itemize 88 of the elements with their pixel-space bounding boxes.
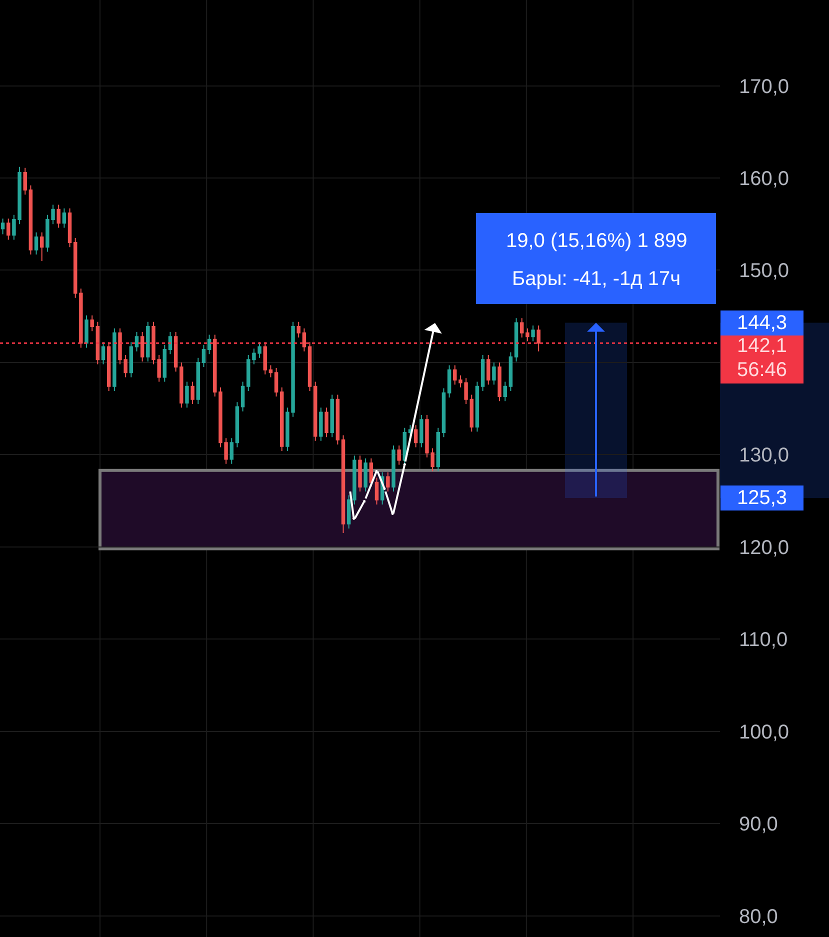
candlestick <box>96 321 100 365</box>
candlestick <box>168 332 172 355</box>
candlestick <box>23 167 27 196</box>
candlestick <box>374 477 379 505</box>
candlestick <box>492 362 496 386</box>
candlestick <box>526 328 530 342</box>
candlestick <box>296 321 300 338</box>
candlestick <box>503 381 507 402</box>
candlestick <box>140 332 144 362</box>
candlestick <box>263 342 267 375</box>
candlestick <box>442 388 446 438</box>
candlestick <box>364 458 368 492</box>
candlestick <box>341 434 346 534</box>
candlestick <box>202 344 206 368</box>
candlestick <box>34 232 38 256</box>
candlestick <box>235 402 240 448</box>
candlestick <box>106 342 111 392</box>
candlestick <box>62 208 66 228</box>
candlestick <box>470 394 474 432</box>
candlestick <box>146 321 150 362</box>
candlestick <box>268 364 273 378</box>
candlestick <box>475 381 480 432</box>
y-tick-label: 150,0 <box>739 260 790 282</box>
ref-line-label: 142,1 <box>736 335 788 357</box>
candlestick <box>308 342 312 392</box>
candlestick <box>414 424 418 448</box>
candlestick <box>40 232 44 262</box>
text: 56:46 <box>736 359 788 381</box>
y-tick-label: 120,0 <box>739 536 790 559</box>
candlestick <box>230 438 234 464</box>
candlestick <box>514 318 518 362</box>
candlestick <box>174 332 178 372</box>
candlestick <box>28 184 33 256</box>
candlestick <box>190 381 194 404</box>
candlestick <box>536 325 540 352</box>
candlestick <box>134 332 139 352</box>
candlestick <box>324 407 328 438</box>
candlestick <box>246 354 250 392</box>
candlestick <box>330 394 334 438</box>
candlestick <box>508 352 513 392</box>
candlestick <box>101 342 106 365</box>
candlestick <box>56 204 60 228</box>
y-tick-label: 100,0 <box>739 721 790 744</box>
candlestick <box>420 414 424 448</box>
candlestick <box>386 472 390 492</box>
candlestick <box>240 381 245 412</box>
candlestick <box>302 328 306 352</box>
text: 125,3 <box>736 487 788 509</box>
annotation: 19,0 (15,16%) 1 899 <box>506 230 688 252</box>
candlestick <box>129 342 134 378</box>
annotation: Бары: -41, -1д 17ч <box>512 268 681 290</box>
candlestick <box>274 367 278 398</box>
candlestick <box>498 362 502 402</box>
candlestick <box>520 318 524 338</box>
candlestick <box>207 334 212 355</box>
y-tick-label: 110,0 <box>739 629 788 652</box>
candlestick <box>68 208 72 248</box>
y-tick-label: 90,0 <box>739 814 778 836</box>
candlestick <box>84 314 88 348</box>
candlestick <box>352 455 356 505</box>
candlestick <box>280 386 284 452</box>
candlestick <box>346 494 351 529</box>
candlestick <box>336 394 340 446</box>
candlestick <box>480 354 485 392</box>
candlestick <box>162 344 167 382</box>
candlestick <box>531 325 535 342</box>
candlestick <box>196 357 200 404</box>
candlestick <box>436 427 440 472</box>
candlestick <box>73 237 78 298</box>
y-tick-label: 170,0 <box>739 76 790 98</box>
candlestick <box>112 328 116 392</box>
candlestick <box>185 381 189 408</box>
candlestick <box>319 407 323 442</box>
candlestick <box>0 218 5 235</box>
y-tick-label: 130,0 <box>739 444 790 467</box>
candlestick <box>392 444 396 492</box>
candlestick <box>486 354 490 386</box>
candlestick <box>79 288 83 348</box>
candlestick <box>397 444 401 466</box>
candlestick <box>447 364 452 398</box>
candlestick <box>90 314 94 332</box>
candlestick <box>358 455 362 492</box>
candlestick <box>313 381 318 442</box>
y-tick-label: 80,0 <box>739 906 778 928</box>
text: 144,3 <box>736 312 788 334</box>
y-tick-label: 160,0 <box>739 168 790 190</box>
candlestick <box>180 362 184 408</box>
candlestick <box>6 218 10 240</box>
